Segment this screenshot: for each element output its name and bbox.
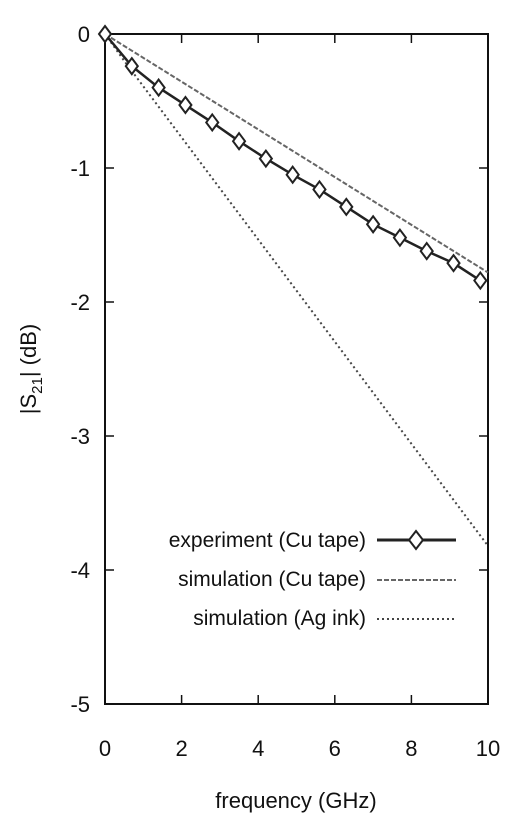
x-tick-label: 8 xyxy=(405,736,417,761)
data-point xyxy=(178,95,193,115)
data-point xyxy=(124,56,140,76)
series-layer xyxy=(97,24,489,547)
y-tick-label: -4 xyxy=(70,558,90,583)
legend: experiment (Cu tape) simulation (Cu tape… xyxy=(169,529,456,630)
data-point xyxy=(312,179,327,200)
legend-marker-experiment xyxy=(407,529,425,551)
legend-label-experiment: experiment (Cu tape) xyxy=(169,529,366,552)
y-tick-label: -2 xyxy=(70,290,90,315)
legend-label-sim-cu: simulation (Cu tape) xyxy=(178,568,366,591)
y-axis-title-sub: 21 xyxy=(29,377,46,394)
data-point xyxy=(365,214,381,234)
data-point xyxy=(419,241,434,261)
y-tick-label: 0 xyxy=(78,22,90,47)
data-point xyxy=(339,197,354,217)
data-point xyxy=(285,165,300,185)
data-point xyxy=(392,228,408,248)
y-axis-title-pre: |S xyxy=(16,394,41,414)
x-tick-label: 2 xyxy=(175,736,187,761)
x-tick-label: 6 xyxy=(329,736,341,761)
legend-label-sim-ag: simulation (Ag ink) xyxy=(193,607,366,630)
axis-ticks: 0 2 4 6 8 10 0 -1 -2 -3 -4 -5 xyxy=(70,22,500,761)
data-point xyxy=(473,270,488,291)
series-line-1 xyxy=(104,33,489,274)
data-point xyxy=(97,24,113,44)
data-point xyxy=(446,253,461,273)
x-tick-label: 4 xyxy=(252,736,264,761)
data-point xyxy=(231,131,247,151)
series-line-2 xyxy=(104,33,489,547)
y-axis-title: |S21| (dB) xyxy=(16,324,46,414)
data-point xyxy=(151,77,166,98)
plot-frame xyxy=(104,33,489,705)
y-axis-title-post: | (dB) xyxy=(16,324,41,377)
y-tick-label: -5 xyxy=(70,692,90,717)
data-point xyxy=(204,112,220,133)
x-tick-label: 10 xyxy=(476,736,500,761)
x-tick-label: 0 xyxy=(99,736,111,761)
data-point xyxy=(258,148,274,169)
x-axis-title: frequency (GHz) xyxy=(215,788,376,813)
series-line-0 xyxy=(104,33,482,282)
y-tick-label: -1 xyxy=(70,156,90,181)
y-tick-label: -3 xyxy=(70,424,90,449)
